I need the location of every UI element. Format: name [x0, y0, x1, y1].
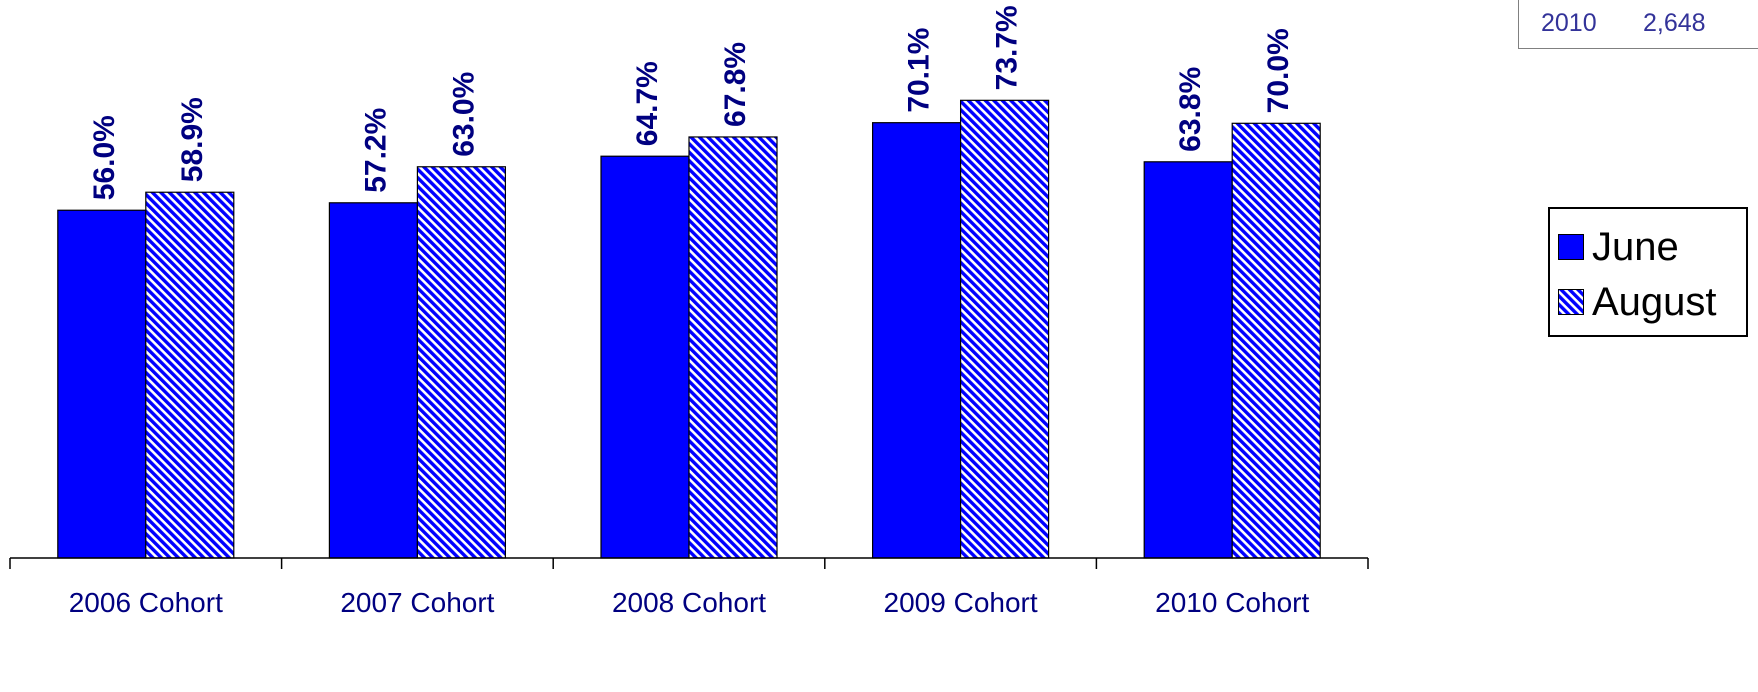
- value-label: 56.0%: [88, 115, 121, 200]
- value-label: 58.9%: [176, 97, 209, 182]
- bar-june-3: [871, 122, 962, 559]
- cohort-bar-chart: 56.0% 58.9% 57.2% 63.0% 64.7% 67.8% 70.1% 73.7%…: [9, 5, 1369, 618]
- june-swatch-icon: [1558, 234, 1584, 260]
- value-label: 57.2%: [359, 108, 392, 193]
- bar-august-0: [145, 191, 235, 559]
- bar-august-4: [1231, 122, 1321, 559]
- august-swatch-icon: [1558, 289, 1584, 315]
- bar-august-3: [959, 99, 1050, 559]
- legend-item-june: June: [1558, 222, 1679, 272]
- category-label: 2006 Cohort: [69, 587, 223, 618]
- bar-august-2: [688, 136, 778, 559]
- value-label: 63.0%: [447, 72, 480, 157]
- category-label: 2008 Cohort: [612, 587, 766, 618]
- bar-august-1: [416, 166, 506, 559]
- value-label: 70.1%: [903, 28, 936, 113]
- bar-june-1: [328, 202, 418, 559]
- bar-june-2: [600, 155, 690, 559]
- value-label: 70.0%: [1262, 28, 1295, 113]
- corner-note-value: 2,648: [1643, 9, 1706, 37]
- category-label: 2010 Cohort: [1155, 587, 1309, 618]
- corner-note-year: 2010: [1541, 9, 1597, 37]
- bar-june-4: [1143, 161, 1233, 559]
- value-label: 67.8%: [719, 42, 752, 127]
- x-axis-ticks: [9, 558, 1369, 569]
- category-label: 2009 Cohort: [884, 587, 1038, 618]
- value-label: 63.8%: [1174, 67, 1207, 152]
- bars-group: [57, 99, 1321, 559]
- value-label: 73.7%: [991, 5, 1024, 90]
- category-labels-group: 2006 Cohort 2007 Cohort 2008 Cohort 2009 Co…: [69, 587, 1310, 618]
- category-label: 2007 Cohort: [340, 587, 494, 618]
- legend-item-august: August: [1558, 277, 1717, 327]
- value-labels-group: 56.0% 58.9% 57.2% 63.0% 64.7% 67.8% 70.1% 73.7%…: [88, 5, 1295, 200]
- corner-note: 2010 2,648: [1518, 0, 1758, 49]
- legend: June August: [1548, 207, 1748, 337]
- legend-label-june: June: [1592, 225, 1679, 269]
- legend-label-august: August: [1592, 280, 1717, 324]
- bar-june-0: [57, 209, 147, 559]
- value-label: 64.7%: [631, 61, 664, 146]
